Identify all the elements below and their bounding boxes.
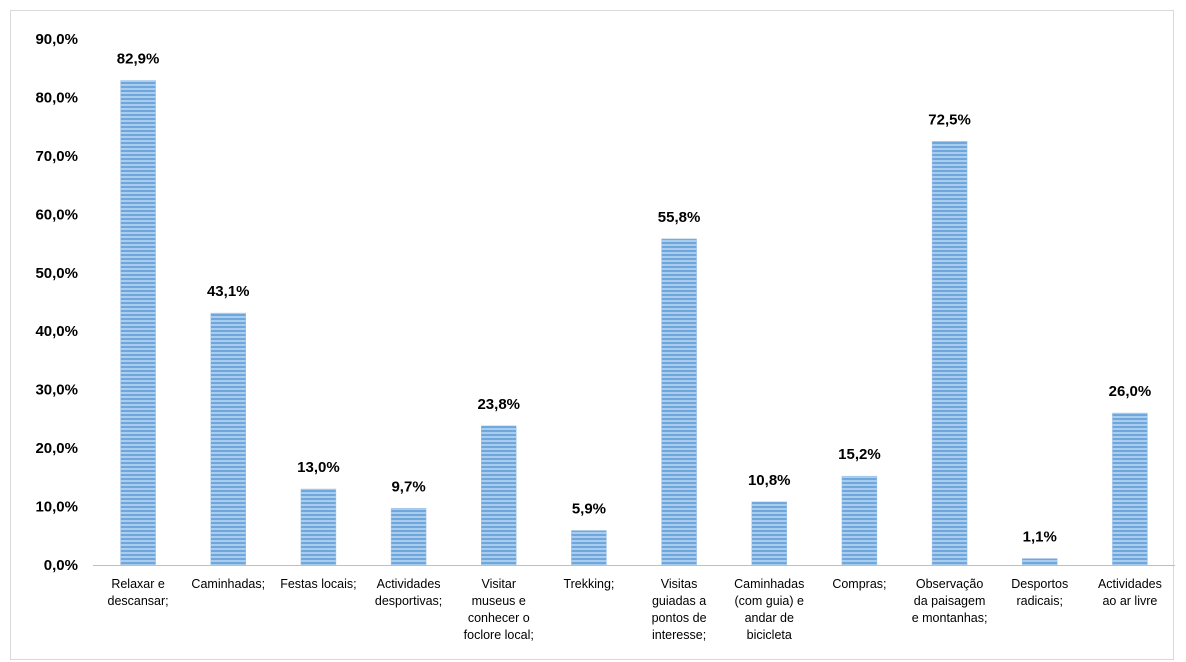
bar bbox=[481, 425, 517, 566]
bar bbox=[571, 530, 607, 566]
x-category-label: Actividades ao ar livre bbox=[1098, 577, 1162, 608]
x-category-label: Relaxar e descansar; bbox=[108, 577, 169, 608]
x-category-line: Caminhadas; bbox=[191, 577, 265, 591]
x-category-label: Compras; bbox=[832, 577, 886, 591]
bar-value-label: 23,8% bbox=[477, 396, 520, 413]
value-labels: 82,9% 43,1% 13,0% 9,7% 23,8% 5,9% 55,8% 10,8% 15… bbox=[117, 50, 1151, 545]
bar bbox=[841, 475, 878, 566]
bar-value-label: 10,8% bbox=[748, 472, 791, 489]
y-tick-label: 70,0% bbox=[35, 148, 78, 165]
x-category-line: da paisagem bbox=[914, 594, 986, 608]
y-tick-label: 80,0% bbox=[35, 89, 78, 106]
x-category-line: Compras; bbox=[832, 577, 886, 591]
x-category-label: Visitas guiadas a pontos de interesse; bbox=[652, 577, 707, 642]
x-category-label: Caminhadas; bbox=[191, 577, 265, 591]
x-category-line: (com guia) e bbox=[735, 594, 805, 608]
x-category-line: bicicleta bbox=[747, 628, 792, 642]
bar bbox=[300, 488, 337, 566]
bar-value-label: 1,1% bbox=[1023, 529, 1057, 546]
x-category-line: Relaxar e bbox=[111, 577, 165, 591]
x-category-label: Desportos radicais; bbox=[1011, 577, 1068, 608]
x-category-line: Visitas bbox=[661, 577, 698, 591]
x-category-line: ao ar livre bbox=[1102, 594, 1157, 608]
bar bbox=[751, 501, 787, 566]
y-tick-label: 40,0% bbox=[35, 323, 78, 340]
x-category-line: Caminhadas bbox=[734, 577, 804, 591]
x-category-label: Festas locais; bbox=[280, 577, 356, 591]
x-category-line: e montanhas; bbox=[912, 611, 988, 625]
bar-value-label: 72,5% bbox=[928, 111, 971, 128]
x-category-line: andar de bbox=[745, 611, 794, 625]
bar-value-label: 13,0% bbox=[297, 459, 340, 476]
x-category-line: Festas locais; bbox=[280, 577, 356, 591]
x-category-line: descansar; bbox=[108, 594, 169, 608]
x-category-line: Actividades bbox=[377, 577, 441, 591]
x-category-line: desportivas; bbox=[375, 594, 442, 608]
bar-value-label: 5,9% bbox=[572, 501, 606, 518]
bar bbox=[1022, 558, 1058, 566]
bar bbox=[390, 508, 427, 566]
bar bbox=[931, 141, 968, 566]
x-category-label: Trekking; bbox=[563, 577, 614, 591]
y-tick-label: 30,0% bbox=[35, 382, 78, 399]
x-category-line: Trekking; bbox=[563, 577, 614, 591]
x-category-line: guiadas a bbox=[652, 594, 706, 608]
x-category-line: radicais; bbox=[1016, 594, 1063, 608]
x-category-line: Actividades bbox=[1098, 577, 1162, 591]
x-category-label: Caminhadas (com guia) e andar de bicicleta bbox=[734, 577, 804, 642]
bar bbox=[1112, 412, 1148, 566]
y-tick-label: 50,0% bbox=[35, 265, 78, 282]
y-tick-label: 20,0% bbox=[35, 440, 78, 457]
x-category-line: pontos de bbox=[652, 611, 707, 625]
bars bbox=[120, 80, 1148, 566]
x-category-line: Observação bbox=[916, 577, 983, 591]
x-category-line: museus e bbox=[472, 594, 526, 608]
x-category-label: Actividades desportivas; bbox=[375, 577, 442, 608]
y-tick-label: 90,0% bbox=[35, 31, 78, 48]
bar bbox=[661, 238, 697, 566]
bar-value-label: 43,1% bbox=[207, 283, 250, 300]
x-axis: Relaxar e descansar; Caminhadas; Festas loc… bbox=[93, 565, 1175, 642]
bar-value-label: 55,8% bbox=[658, 209, 701, 226]
x-category-line: Visitar bbox=[481, 577, 516, 591]
x-category-line: interesse; bbox=[652, 628, 706, 642]
x-category-line: conhecer o bbox=[468, 611, 530, 625]
bar-value-label: 15,2% bbox=[838, 446, 881, 463]
x-category-label: Visitar museus e conhecer o foclore local; bbox=[464, 577, 534, 642]
x-category-label: Observação da paisagem e montanhas; bbox=[912, 577, 988, 625]
y-tick-label: 60,0% bbox=[35, 206, 78, 223]
y-axis: 0,0% 10,0% 20,0% 30,0% 40,0% 50,0% 60,0% 70,0% 8… bbox=[35, 31, 78, 574]
bar-value-label: 9,7% bbox=[391, 478, 425, 495]
bar-value-label: 26,0% bbox=[1109, 383, 1152, 400]
bar-value-label: 82,9% bbox=[117, 50, 160, 67]
y-tick-label: 10,0% bbox=[35, 499, 78, 516]
bar bbox=[120, 80, 156, 566]
bar bbox=[210, 312, 246, 566]
x-category-line: foclore local; bbox=[464, 628, 534, 642]
x-category-line: Desportos bbox=[1011, 577, 1068, 591]
y-tick-label: 0,0% bbox=[44, 557, 78, 574]
